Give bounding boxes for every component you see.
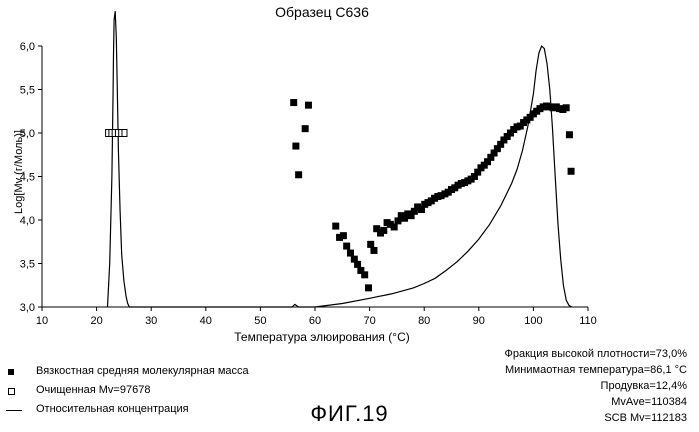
y-tick-label: 3,0 xyxy=(20,302,35,314)
filled-square-point xyxy=(343,242,351,250)
filled-square-point xyxy=(490,149,498,157)
filled-square-point xyxy=(474,168,482,176)
concentration-line xyxy=(106,11,572,308)
stats-block: Фракция высокой плотности=73,0% Минимаот… xyxy=(504,346,687,426)
filled-square-point xyxy=(484,158,492,166)
filled-square-point xyxy=(390,223,398,231)
chart-title: Образец С636 xyxy=(275,4,369,20)
stat-mv-ave: MvAve=110384 xyxy=(611,396,687,408)
filled-square-point xyxy=(386,220,394,228)
filled-square-point xyxy=(410,207,418,215)
open-square-point xyxy=(121,129,128,137)
y-tick-label: 4,0 xyxy=(20,215,35,227)
filled-square-point xyxy=(339,232,347,240)
x-tick-label: 80 xyxy=(418,315,430,327)
filled-square-point xyxy=(301,125,309,133)
filled-square-point xyxy=(350,255,358,263)
filled-square-point xyxy=(394,217,402,225)
stat-purge: Продувка=12,4% xyxy=(600,380,687,392)
filled-square-point xyxy=(332,222,340,230)
figure-label: ФИГ.19 xyxy=(310,401,389,426)
filled-square-point xyxy=(487,153,495,161)
x-tick-label: 90 xyxy=(473,315,485,327)
filled-square-point xyxy=(470,173,478,180)
filled-square-point xyxy=(497,140,505,148)
filled-square-point xyxy=(290,99,298,107)
x-tick-label: 20 xyxy=(90,315,102,327)
filled-square-point xyxy=(292,142,300,150)
legend-item-line: Относительная концентрация xyxy=(6,400,249,419)
filled-square-point xyxy=(365,284,373,292)
stat-high-density: Фракция высокой плотности=73,0% xyxy=(504,348,687,360)
x-tick-label: 30 xyxy=(145,315,157,327)
legend-item-filled: Вязкостная средняя молекулярная масса xyxy=(6,362,249,381)
x-tick-label: 110 xyxy=(579,315,597,327)
x-axis-label: Температура элюирования (°С) xyxy=(234,330,409,344)
x-tick-label: 60 xyxy=(309,315,321,327)
legend-item-open: Очищенная Mv=97678 xyxy=(6,381,249,400)
filled-square-point xyxy=(373,225,381,233)
filled-square-point xyxy=(407,212,415,220)
plot-area: 10 20 30 40 50 60 70 80 90 100 110 3,0 3,5 4,0 4,5 5,0 5… xyxy=(20,11,597,327)
filled-square-point xyxy=(295,171,303,179)
filled-square-point xyxy=(493,145,501,153)
filled-square-point xyxy=(380,226,388,234)
filled-square-point xyxy=(304,101,312,109)
filled-square-point xyxy=(401,214,409,222)
y-tick-label: 3,5 xyxy=(20,259,35,271)
filled-square-point xyxy=(567,167,575,175)
x-tick-label: 100 xyxy=(524,315,542,327)
y-axis-label: Log[Mv (г/Моль)] xyxy=(13,130,25,214)
filled-square-point xyxy=(354,260,362,268)
filled-square-point xyxy=(357,266,365,274)
filled-square-point xyxy=(361,271,369,279)
filled-square-point xyxy=(370,246,378,254)
chart: Образец С636 Log[Mv (г/Моль)] Температур… xyxy=(13,4,597,344)
open-square-icon xyxy=(6,385,32,397)
y-tick-label: 4,5 xyxy=(20,172,35,184)
filled-square-point xyxy=(565,131,573,139)
x-tick-label: 50 xyxy=(254,315,266,327)
filled-square-point xyxy=(336,233,344,241)
stat-scb-mv: SCB Mv=112183 xyxy=(604,412,687,424)
filled-square-point xyxy=(367,240,375,248)
x-tick-label: 70 xyxy=(363,315,375,327)
y-tick-label: 6,0 xyxy=(20,41,35,53)
x-tick-label: 40 xyxy=(200,315,212,327)
x-tick-label: 10 xyxy=(36,315,48,327)
y-tick-label: 5,5 xyxy=(20,85,35,97)
legend-label: Относительная концентрация xyxy=(36,403,189,415)
y-tick-label: 5,0 xyxy=(20,128,35,140)
filled-square-point xyxy=(346,249,354,257)
stat-min-temperature: Минимаотная температура=86,1 °С xyxy=(505,364,687,376)
filled-square-point xyxy=(437,192,445,200)
filled-square-point xyxy=(562,104,570,112)
line-icon xyxy=(6,404,32,416)
legend-label: Вязкостная средняя молекулярная масса xyxy=(36,365,249,377)
filled-square-icon xyxy=(6,366,32,378)
legend-label: Очищенная Mv=97678 xyxy=(36,384,151,396)
filled-square-point xyxy=(417,206,425,214)
legend: Вязкостная средняя молекулярная масса Оч… xyxy=(6,362,249,419)
filled-square-point xyxy=(414,203,422,211)
